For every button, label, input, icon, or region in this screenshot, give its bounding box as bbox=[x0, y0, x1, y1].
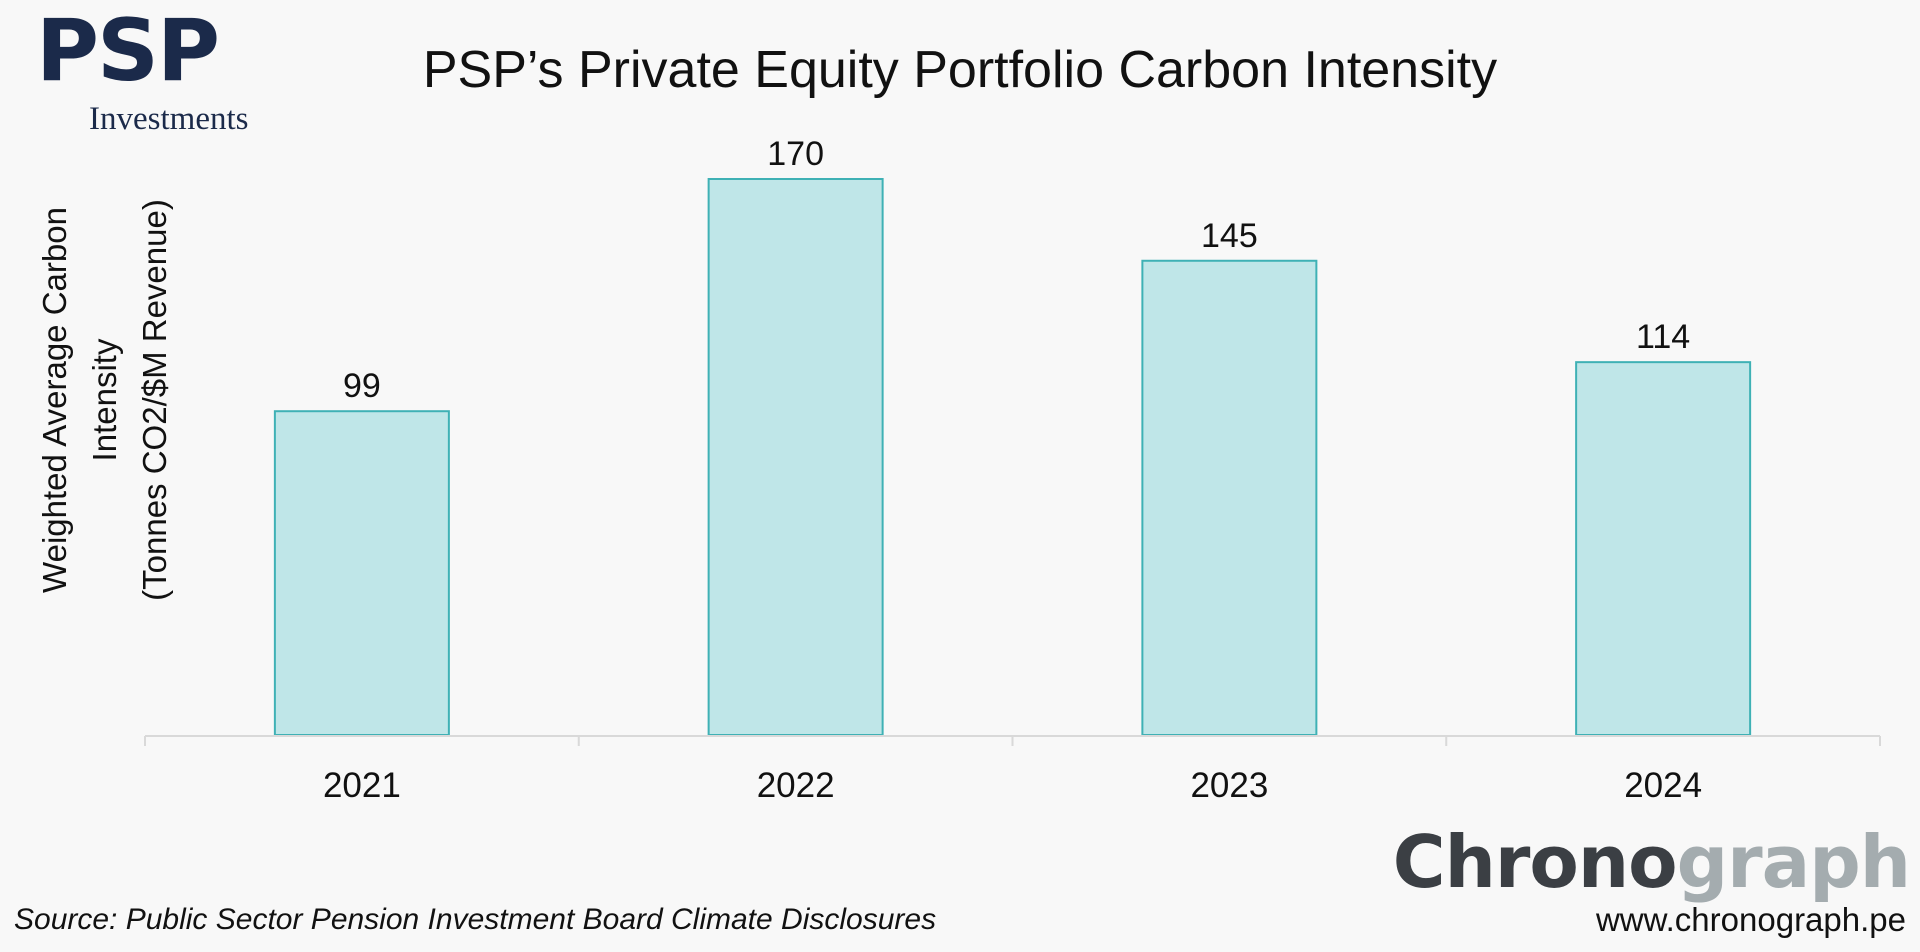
chronograph-logo: Chronograph bbox=[1392, 820, 1911, 904]
brand-part-1: Chrono bbox=[1392, 820, 1678, 904]
logo-mark: PSP bbox=[36, 1, 220, 101]
bar-2023 bbox=[1141, 259, 1318, 736]
data-label-2024: 114 bbox=[1636, 318, 1690, 356]
x-tick-label-2023: 2023 bbox=[1190, 766, 1268, 805]
data-label-2022: 170 bbox=[767, 135, 824, 173]
website-url: www.chronograph.pe bbox=[1595, 901, 1906, 938]
chart-title: PSP’s Private Equity Portfolio Carbon In… bbox=[422, 41, 1498, 99]
source-note: Source: Public Sector Pension Investment… bbox=[14, 903, 937, 936]
bar-2022 bbox=[707, 178, 884, 736]
psp-investments-logo: PSP Investments bbox=[36, 1, 276, 137]
data-label-2021: 99 bbox=[343, 367, 381, 405]
x-tick-label-2024: 2024 bbox=[1624, 766, 1702, 805]
bar-2021 bbox=[273, 410, 450, 736]
logo-subtitle: Investments bbox=[89, 101, 249, 137]
bar-2024 bbox=[1575, 361, 1752, 736]
x-tick-label-2022: 2022 bbox=[757, 766, 835, 805]
brand-part-2: graph bbox=[1676, 820, 1911, 904]
x-tick-label-2021: 2021 bbox=[323, 766, 401, 805]
data-label-2023: 145 bbox=[1201, 217, 1258, 255]
